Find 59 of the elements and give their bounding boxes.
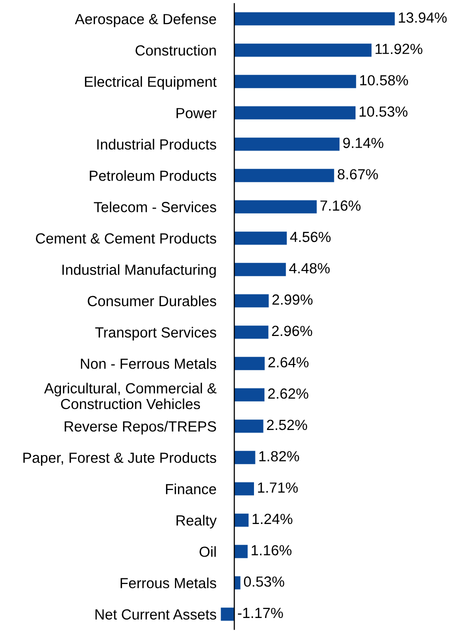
data-label: 4.56% <box>290 232 331 242</box>
y-tick-label: Aerospace & Defense <box>74 14 216 28</box>
data-label: 7.16% <box>320 200 361 211</box>
data-label: 8.67% <box>338 169 378 180</box>
data-label: 0.53% <box>244 576 284 587</box>
data-label: 2.62% <box>268 388 308 399</box>
y-tick-label: Industrial Products <box>97 138 216 150</box>
y-tick-label: Paper, Forest & Jute Products <box>23 452 216 466</box>
y-tick-label: Non - Ferrous Metals <box>80 358 216 369</box>
data-label: 2.64% <box>268 357 308 368</box>
data-label: 10.58% <box>360 75 408 86</box>
bar <box>234 326 268 339</box>
y-tick-label: Cement & Cement Products <box>36 232 216 244</box>
data-label: 1.82% <box>259 451 300 462</box>
bar <box>234 356 265 370</box>
y-tick-label: Power <box>176 108 216 118</box>
bar <box>234 74 356 88</box>
data-label: 2.99% <box>272 294 313 305</box>
y-tick-label: Transport Services <box>95 326 216 340</box>
data-label: 13.94% <box>398 12 447 23</box>
data-label: 1.16% <box>252 545 292 556</box>
bar <box>234 232 287 245</box>
data-label: 2.96% <box>272 326 312 336</box>
bar <box>234 388 264 402</box>
y-tick-label: Construction <box>136 44 216 56</box>
y-tick-label: Reverse Repos/TREPS <box>64 420 216 434</box>
bar <box>234 482 254 496</box>
y-tick-label: Agricultural, Commercial & Construction Vehicles <box>44 382 216 410</box>
bar <box>234 168 334 182</box>
y-tick-label: Ferrous Metals <box>120 578 216 588</box>
y-tick-label: Telecom - Services <box>94 202 216 212</box>
bar <box>234 12 395 26</box>
y-tick-label: Oil <box>200 546 216 557</box>
data-label: 10.53% <box>360 106 408 117</box>
data-label: 1.24% <box>252 514 292 524</box>
y-tick-label: Petroleum Products <box>90 170 216 181</box>
bar <box>234 450 256 464</box>
y-tick-label: Net Current Assets <box>96 609 216 620</box>
bar <box>234 200 317 214</box>
y-tick-label: Electrical Equipment <box>84 76 217 90</box>
data-label: 1.71% <box>258 482 298 493</box>
bar <box>234 262 286 276</box>
y-tick-label: Consumer Durables <box>88 296 216 306</box>
data-label: -1.17% <box>238 608 283 618</box>
data-label: 2.52% <box>267 420 308 430</box>
bar <box>234 106 356 120</box>
bar <box>234 420 264 433</box>
bar <box>234 44 372 57</box>
y-tick-label: Realty <box>176 514 217 528</box>
y-tick-label: Industrial Manufacturing <box>62 264 216 278</box>
data-label: 9.14% <box>343 138 384 148</box>
data-label: 11.92% <box>376 44 422 54</box>
bar <box>234 138 340 151</box>
bar <box>220 608 234 621</box>
y-tick-label: Finance <box>166 484 216 494</box>
bar <box>234 514 249 527</box>
data-label: 4.48% <box>289 263 330 274</box>
bar <box>234 544 248 558</box>
bar <box>234 294 269 308</box>
